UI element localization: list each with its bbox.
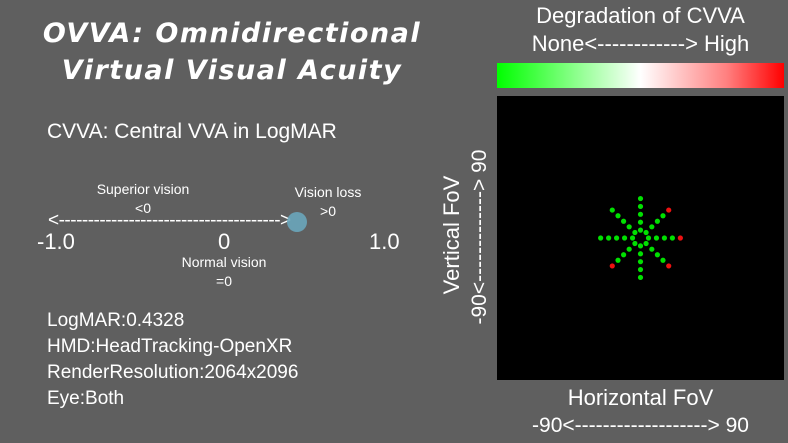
vision-loss-label: Vision loss >0 [278, 183, 378, 221]
fov-point-21 [621, 235, 628, 241]
app-title-line1: OVVA: Omnidirectional [42, 18, 422, 49]
fov-plot-svg [598, 195, 683, 281]
normal-vision-value: =0 [216, 273, 232, 289]
fov-point-33 [637, 266, 644, 273]
fov-point-25 [632, 240, 638, 247]
fov-point-36 [649, 246, 655, 252]
fov-point-38 [660, 257, 666, 263]
fov-point-10 [637, 227, 644, 233]
fov-point-29 [609, 263, 615, 269]
logmar-indicator [286, 212, 307, 232]
superior-vision-label: Superior vision <0 [78, 180, 208, 218]
scale-max-label: 1.0 [369, 229, 400, 254]
fov-point-30 [637, 243, 644, 249]
app-title: OVVA: Omnidirectional Virtual Visual Acu… [22, 15, 442, 89]
fov-point-5 [643, 229, 649, 236]
fov-point-1 [653, 235, 660, 241]
normal-vision-label: Normal vision =0 [158, 253, 290, 291]
fov-point-34 [637, 274, 644, 281]
fov-point-22 [613, 235, 620, 241]
fov-point-28 [615, 257, 621, 263]
subtitle: CVVA: Central VVA in LogMAR [47, 120, 337, 143]
fov-point-35 [643, 240, 649, 247]
plot-xlabel: Horizontal FoV [567, 385, 714, 410]
normal-vision-text: Normal vision [181, 254, 267, 270]
fov-point-2 [661, 235, 668, 241]
fov-point-14 [637, 195, 644, 202]
scale-min-label: -1.0 [37, 229, 75, 254]
fov-plot [497, 96, 784, 380]
fov-point-0 [645, 235, 652, 241]
hmd-readout: HMD:HeadTracking-OpenXR [47, 336, 293, 357]
legend-range: None<------------> High [531, 31, 750, 56]
degradation-color-bar [497, 63, 784, 88]
fov-point-4 [677, 235, 683, 241]
fov-point-7 [654, 218, 661, 224]
fov-point-16 [626, 224, 632, 230]
plot-xrange: -90<-------------------> 90 [532, 414, 749, 437]
plot-yrange: -90<-------------> 90 [468, 149, 491, 325]
fov-point-8 [660, 213, 666, 219]
plot-ylabel: Vertical FoV [439, 175, 464, 295]
resolution-readout: RenderResolution:2064x2096 [47, 362, 299, 383]
fov-point-3 [669, 235, 675, 241]
fov-point-31 [637, 251, 644, 257]
fov-point-15 [632, 229, 638, 236]
info-panel: LogMAR:0.4328 HMD:HeadTracking-OpenXR Re… [47, 308, 298, 412]
vision-loss-text: Vision loss [294, 184, 362, 200]
scale-mid-label: 0 [218, 229, 231, 254]
fov-point-18 [615, 213, 621, 219]
eye-readout: Eye:Both [47, 388, 125, 409]
fov-point-17 [620, 218, 627, 224]
fov-point-19 [609, 207, 615, 213]
superior-vision-text: Superior vision [96, 181, 190, 197]
fov-point-37 [654, 252, 661, 258]
fov-point-27 [620, 252, 627, 258]
superior-vision-value: <0 [135, 200, 151, 216]
fov-point-39 [666, 263, 672, 269]
fov-point-24 [598, 235, 604, 241]
logmar-scale-arrow: <--------------------------------------> [48, 210, 291, 231]
legend-title: Degradation of CVVA [536, 3, 745, 28]
app-title-line2: Virtual Visual Acuity [61, 55, 403, 86]
fov-point-11 [637, 219, 644, 225]
fov-point-26 [626, 246, 632, 252]
logmar-readout: LogMAR:0.4328 [47, 310, 185, 331]
fov-point-23 [606, 235, 612, 241]
fov-point-20 [629, 235, 636, 241]
fov-point-13 [637, 203, 644, 210]
fov-point-32 [637, 259, 644, 265]
fov-point-9 [666, 207, 672, 213]
vision-loss-value: >0 [320, 203, 336, 219]
fov-point-12 [637, 211, 644, 217]
fov-point-6 [649, 224, 655, 230]
